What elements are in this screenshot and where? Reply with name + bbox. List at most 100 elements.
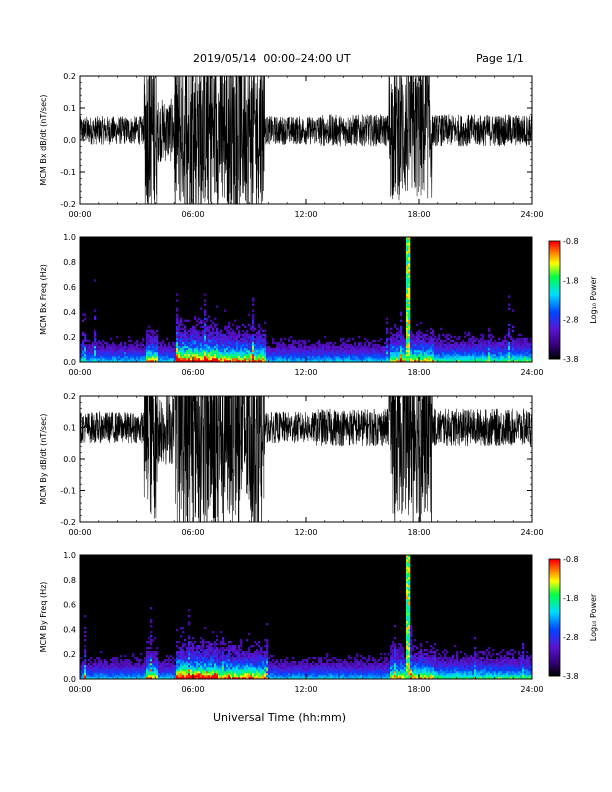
by-spectrogram-cell xyxy=(280,677,283,680)
bx-spectrogram-cell xyxy=(406,257,409,260)
bx-spectrogram-cell xyxy=(188,349,191,353)
bx-spectrogram-cell xyxy=(466,357,469,361)
bx-spectrogram-cell xyxy=(208,335,211,339)
bx-spectrogram-cell xyxy=(168,351,171,355)
by-spectrogram-cell xyxy=(210,643,213,646)
by-spectrogram-cell xyxy=(162,663,165,666)
by-spectrogram-cell xyxy=(92,669,95,672)
bx-spectrogram-cell xyxy=(148,337,151,341)
by-spectrogram-cell xyxy=(176,673,179,676)
bx-spectrogram-cell xyxy=(418,345,421,349)
by-spectrogram-cell xyxy=(334,671,337,674)
by-spectrogram-cell xyxy=(256,663,259,666)
bx-spectrogram-cell xyxy=(122,347,125,351)
bx-spectrogram-cell xyxy=(440,347,443,351)
bx-spectrogram-cell xyxy=(488,359,491,363)
bx-spectrogram-cell xyxy=(390,327,393,331)
bx-spectrogram-cell xyxy=(318,347,321,351)
bx-spectrogram-cell xyxy=(286,347,289,351)
bx-spectrogram-cell xyxy=(94,353,97,357)
bx-spectrogram-cell xyxy=(396,347,399,351)
bx-spectrogram-cell xyxy=(374,347,377,351)
bx-spectrogram-cell xyxy=(184,351,187,355)
bx-spectrogram-cell xyxy=(466,359,469,363)
bx-spectrogram-cell xyxy=(260,345,263,349)
bx-spectrogram-cell xyxy=(208,329,211,333)
by-spectrogram-cell xyxy=(208,645,211,648)
by-spectrogram-cell xyxy=(298,673,301,676)
bx-spectrogram-cell xyxy=(116,345,119,349)
bx-spectrogram-cell xyxy=(320,355,323,359)
by-spectrogram-cell xyxy=(142,677,145,680)
bx-spectrogram-cell xyxy=(418,353,421,357)
by-spectrogram-cell xyxy=(234,647,237,650)
by-spectrogram-cell xyxy=(230,649,233,652)
bx-spectrogram-cell xyxy=(178,323,181,327)
by-spectrogram-cell xyxy=(136,667,139,670)
bx-spectrogram-colorbar-step xyxy=(549,278,560,281)
by-spectrogram-cell xyxy=(168,675,171,678)
bx-spectrogram-cell xyxy=(286,355,289,359)
bx-spectrogram-cell xyxy=(352,337,355,341)
by-spectrogram-cell xyxy=(186,665,189,668)
bx-spectrogram-cell xyxy=(112,357,115,361)
bx-spectrogram-cell xyxy=(524,353,527,357)
bx-spectrogram-cell xyxy=(392,357,395,361)
bx-spectrogram-cell xyxy=(176,325,179,329)
bx-spectrogram-cell xyxy=(140,347,143,351)
bx-spectrogram-cell xyxy=(336,351,339,355)
by-spectrogram-cell xyxy=(210,669,213,672)
bx-spectrogram-cell xyxy=(178,321,181,324)
bx-spectrogram-cell xyxy=(212,351,215,355)
bx-spectrogram-cell xyxy=(276,353,279,357)
bx-spectrogram-cell xyxy=(202,325,205,329)
by-spectrogram-cell xyxy=(208,657,211,660)
by-timeseries-ylabel: MCM By dB/dt (nT/sec) xyxy=(39,413,48,504)
by-spectrogram-cell xyxy=(216,647,219,650)
bx-spectrogram-cell xyxy=(410,339,413,343)
by-spectrogram-cell xyxy=(320,675,323,678)
bx-spectrogram-cell xyxy=(424,357,427,361)
bx-spectrogram-cell xyxy=(104,357,107,361)
by-spectrogram-cell xyxy=(154,675,157,678)
bx-spectrogram-cell xyxy=(378,355,381,359)
by-spectrogram-cell xyxy=(152,659,155,662)
bx-spectrogram-cell xyxy=(386,359,389,363)
by-spectrogram-cell xyxy=(296,667,299,670)
by-spectrogram-cell xyxy=(232,673,235,676)
bx-spectrogram-cell xyxy=(408,341,411,345)
bx-spectrogram-cell xyxy=(494,339,497,343)
bx-spectrogram-cell xyxy=(242,353,245,357)
by-spectrogram-cell xyxy=(150,659,153,662)
bx-spectrogram-cell xyxy=(494,357,497,361)
bx-spectrogram-cell xyxy=(110,355,113,359)
by-spectrogram-cell xyxy=(140,673,143,676)
bx-spectrogram-cell xyxy=(508,341,511,345)
bx-spectrogram-cell xyxy=(190,351,193,355)
by-spectrogram-cell xyxy=(204,677,207,680)
bx-spectrogram-cell xyxy=(384,345,387,349)
bx-spectrogram-cell xyxy=(408,243,411,246)
by-spectrogram-cell xyxy=(206,649,209,652)
bx-spectrogram-cell xyxy=(360,355,363,359)
bx-spectrogram-cell xyxy=(528,359,531,363)
by-spectrogram-cell xyxy=(200,655,203,658)
by-spectrogram-cell xyxy=(184,667,187,670)
bx-spectrogram-cell xyxy=(180,323,183,327)
bx-spectrogram-cell xyxy=(404,341,407,345)
by-spectrogram-cell xyxy=(268,661,271,664)
bx-spectrogram-cell xyxy=(212,355,215,359)
bx-spectrogram-cell xyxy=(412,341,415,345)
by-spectrogram-cell xyxy=(168,663,171,666)
by-spectrogram-cell xyxy=(84,667,87,670)
by-spectrogram-cell xyxy=(102,675,105,678)
bx-spectrogram-cell xyxy=(344,347,347,351)
bx-spectrogram-cell xyxy=(406,337,409,341)
by-spectrogram-cell xyxy=(186,671,189,674)
by-spectrogram-cell xyxy=(124,673,127,676)
bx-spectrogram-cell xyxy=(206,327,209,331)
by-spectrogram-cell xyxy=(284,665,287,668)
by-spectrogram-cell xyxy=(196,669,199,672)
by-spectrogram-cell xyxy=(252,661,255,664)
